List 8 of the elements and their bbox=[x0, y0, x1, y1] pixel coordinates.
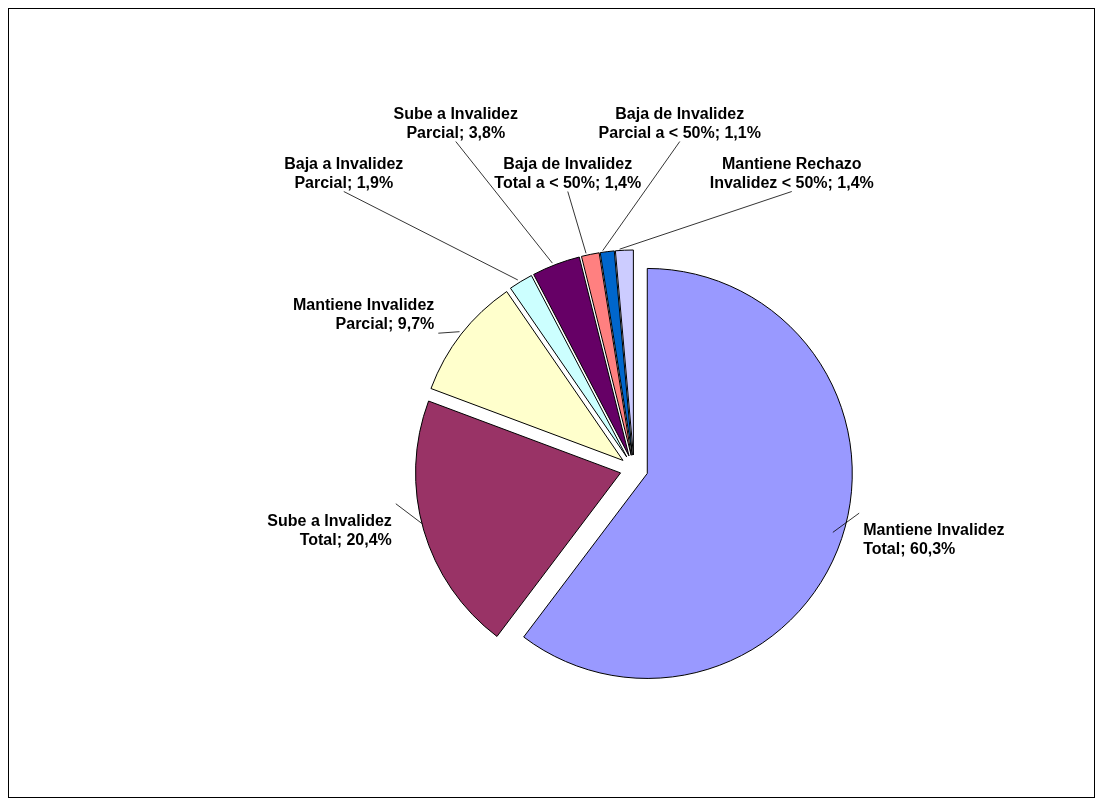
slice-label: Baja a Invalidez Parcial; 1,9% bbox=[284, 154, 404, 191]
slice-label: Baja de Invalidez Parcial a < 50%; 1,1% bbox=[598, 104, 761, 141]
slice-label: Mantiene Invalidez Parcial; 9,7% bbox=[292, 296, 435, 333]
slice-label: Sube a Invalidez Parcial; 3,8% bbox=[393, 104, 519, 141]
slice-label: Mantiene Invalidez Total; 60,3% bbox=[863, 521, 1005, 558]
slice-label: Baja de Invalidez Total a < 50%; 1,4% bbox=[494, 154, 642, 191]
slice-label: Sube a Invalidez Total; 20,4% bbox=[267, 511, 392, 548]
slice-label: Mantiene Rechazo Invalidez < 50%; 1,4% bbox=[709, 154, 874, 191]
